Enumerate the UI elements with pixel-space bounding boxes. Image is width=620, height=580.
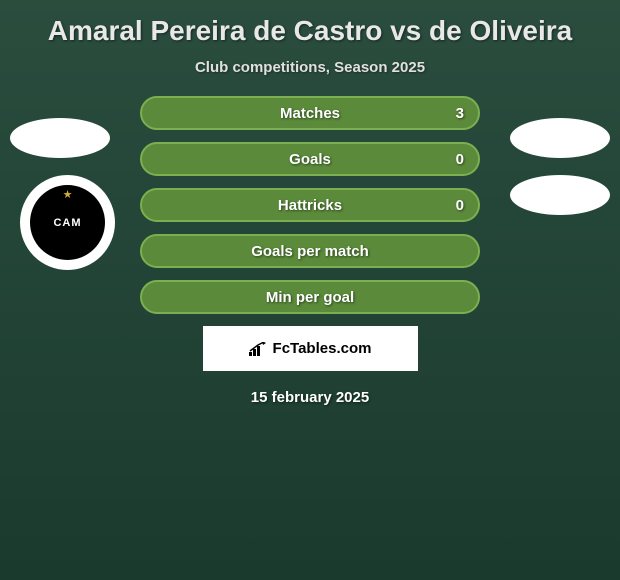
subtitle: Club competitions, Season 2025: [0, 59, 620, 76]
club-badge: ★ CAM: [20, 175, 115, 270]
stat-label: Goals per match: [251, 243, 369, 260]
club-text: CAM: [53, 217, 81, 229]
player-avatar-right-1: [510, 118, 610, 158]
star-icon: ★: [63, 188, 73, 201]
stat-bar-goals-per-match: Goals per match: [140, 234, 480, 268]
stat-value-right: 0: [456, 151, 464, 168]
stat-label: Goals: [289, 151, 331, 168]
chart-icon: [249, 342, 267, 356]
stat-bar-min-per-goal: Min per goal: [140, 280, 480, 314]
stat-value-right: 3: [456, 105, 464, 122]
club-badge-inner: ★ CAM: [30, 185, 105, 260]
stat-bar-hattricks: Hattricks 0: [140, 188, 480, 222]
page-title: Amaral Pereira de Castro vs de Oliveira: [0, 0, 620, 47]
logo-box: FcTables.com: [203, 326, 418, 371]
date-text: 15 february 2025: [0, 389, 620, 406]
stat-label: Matches: [280, 105, 340, 122]
stats-container: Matches 3 Goals 0 Hattricks 0 Goals per …: [140, 96, 480, 314]
stat-bar-matches: Matches 3: [140, 96, 480, 130]
stat-value-right: 0: [456, 197, 464, 214]
player-avatar-left: [10, 118, 110, 158]
stat-label: Min per goal: [266, 289, 354, 306]
player-avatar-right-2: [510, 175, 610, 215]
logo-text: FcTables.com: [273, 340, 372, 357]
stat-label: Hattricks: [278, 197, 342, 214]
stat-bar-goals: Goals 0: [140, 142, 480, 176]
